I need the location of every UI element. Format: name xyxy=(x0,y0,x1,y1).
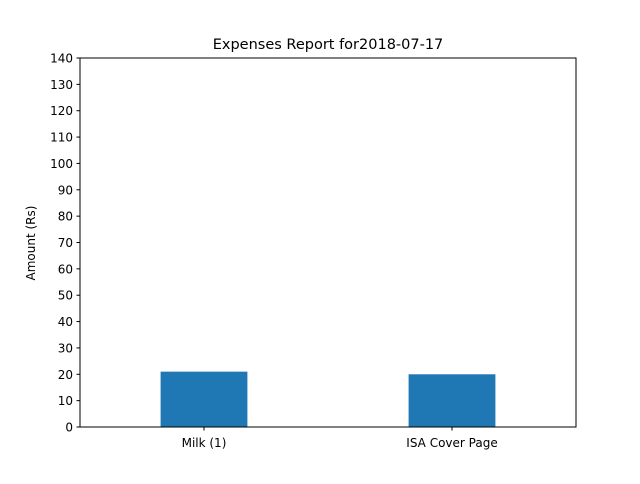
chart-title: Expenses Report for2018-07-17 xyxy=(213,37,444,53)
y-tick-label: 70 xyxy=(58,236,73,250)
y-tick-label: 140 xyxy=(50,52,73,66)
y-tick-label: 60 xyxy=(58,262,73,276)
y-tick-label: 50 xyxy=(58,289,73,303)
y-tick-label: 130 xyxy=(50,78,73,92)
y-tick-label: 30 xyxy=(58,341,73,355)
y-tick-label: 20 xyxy=(58,368,73,382)
bar-isa-cover-page xyxy=(408,374,496,427)
y-axis-label: Amount (Rs) xyxy=(24,206,38,281)
y-tick-label: 120 xyxy=(50,104,73,118)
y-tick-label: 0 xyxy=(65,421,73,435)
y-tick-label: 110 xyxy=(50,131,73,145)
y-tick-label: 100 xyxy=(50,157,73,171)
bar-milk-1 xyxy=(160,371,248,427)
y-tick-label: 80 xyxy=(58,210,73,224)
x-tick-label: ISA Cover Page xyxy=(406,436,497,450)
y-tick-label: 90 xyxy=(58,183,73,197)
y-tick-label: 10 xyxy=(58,394,73,408)
y-tick-label: 40 xyxy=(58,315,73,329)
plot-area: 0 10 20 30 40 50 60 70 80 90 100 110 120 130 140 Milk (… xyxy=(50,52,577,450)
x-tick-label: Milk (1) xyxy=(182,436,227,450)
